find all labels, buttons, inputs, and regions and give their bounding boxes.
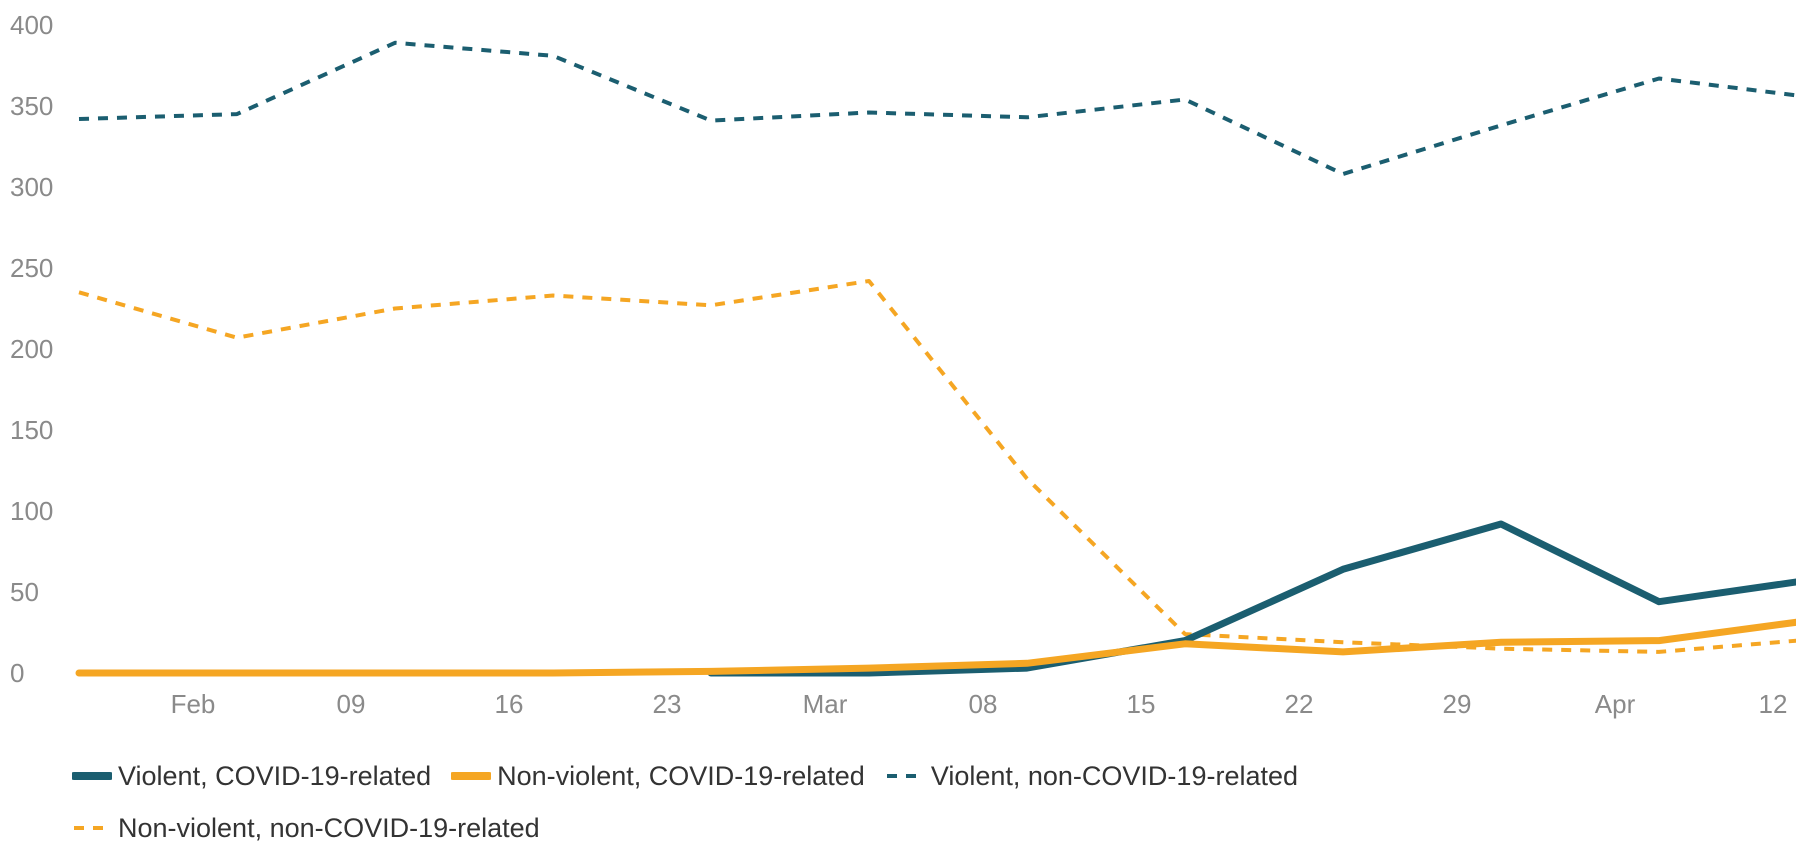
x-tick-label: 29 (1443, 689, 1472, 719)
x-tick-label: 12 (1759, 689, 1788, 719)
x-tick-label: 09 (337, 689, 366, 719)
x-tick-label: Apr (1595, 689, 1636, 719)
y-tick-label: 50 (10, 577, 39, 607)
y-axis: 400 350 300 250 200 150 100 50 0 (10, 10, 53, 688)
legend-swatch (886, 774, 923, 778)
series-line (78, 40, 1796, 176)
y-tick-label: 100 (10, 496, 53, 526)
legend-item: Violent, non-COVID-19-related (885, 760, 1298, 792)
x-tick-label: Mar (803, 689, 848, 719)
legend: Violent, COVID-19-related Non-violent, CO… (72, 760, 1572, 844)
y-tick-label: 0 (10, 658, 24, 688)
y-tick-label: 400 (10, 10, 53, 40)
plot-area (75, 40, 1796, 677)
series-line (75, 618, 1796, 677)
y-tick-label: 150 (10, 415, 53, 445)
x-tick-label: 08 (969, 689, 998, 719)
y-tick-label: 350 (10, 91, 53, 121)
x-tick-label: 16 (495, 689, 524, 719)
x-tick-label: 22 (1285, 689, 1314, 719)
legend-label: Violent, non-COVID-19-related (930, 760, 1299, 791)
legend-item: Non-violent, non-COVID-19-related (72, 812, 540, 844)
y-tick-label: 300 (10, 172, 53, 202)
y-tick-label: 200 (10, 334, 53, 364)
legend-label: Non-violent, non-COVID-19-related (118, 812, 540, 843)
legend-item: Violent, COVID-19-related (72, 760, 431, 792)
legend-label: Violent, COVID-19-related (118, 760, 432, 791)
legend-swatch (451, 772, 492, 780)
x-axis: Feb 09 16 23 Mar 08 15 22 29 Apr 12 (171, 689, 1788, 719)
y-tick-label: 250 (10, 253, 53, 283)
series-line (707, 520, 1796, 677)
x-tick-label: 23 (653, 689, 682, 719)
legend-swatch (74, 826, 110, 830)
x-tick-label: 15 (1127, 689, 1156, 719)
legend-item: Non-violent, COVID-19-related (451, 760, 865, 792)
legend-swatch (72, 772, 112, 780)
legend-label: Non-violent, COVID-19-related (497, 760, 865, 791)
series-line (78, 279, 1796, 654)
x-tick-label: Feb (171, 689, 216, 719)
